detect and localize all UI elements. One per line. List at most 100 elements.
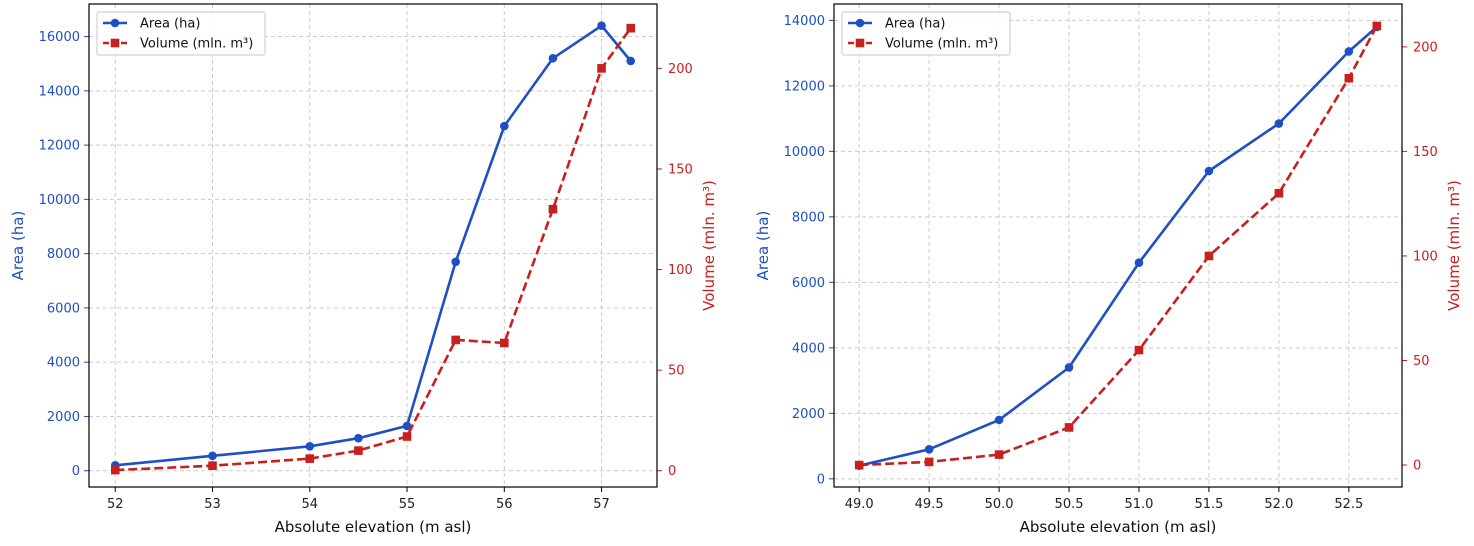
area-point bbox=[1274, 119, 1284, 128]
area-point bbox=[994, 415, 1004, 425]
y-left-axis-label: Area (ha) bbox=[754, 211, 772, 281]
volume-point bbox=[208, 461, 217, 470]
area-series bbox=[854, 22, 1382, 471]
y-left-tick-label: 6000 bbox=[792, 276, 825, 291]
volume-point bbox=[1204, 251, 1214, 261]
volume-point bbox=[924, 457, 934, 467]
volume-point bbox=[1344, 73, 1354, 83]
y-right-tick-label: 100 bbox=[1413, 249, 1438, 264]
legend-area-label: Area (ha) bbox=[140, 17, 200, 32]
x-tick-label: 55 bbox=[399, 497, 416, 512]
y-right-tick-label: 150 bbox=[668, 162, 693, 177]
area-point bbox=[402, 421, 412, 431]
legend-volume-marker bbox=[855, 38, 865, 48]
legend-box bbox=[96, 11, 266, 56]
area-point bbox=[500, 121, 509, 131]
y-left-tick-label: 8000 bbox=[47, 247, 80, 262]
x-axis-label: Absolute elevation (m asl) bbox=[1020, 518, 1217, 536]
volume-point bbox=[305, 454, 315, 463]
x-tick-label: 52.5 bbox=[1334, 497, 1363, 512]
volume-series bbox=[854, 21, 1382, 470]
grid bbox=[89, 4, 657, 487]
y-right-tick-label: 200 bbox=[1413, 40, 1438, 55]
x-tick-label: 51.5 bbox=[1194, 497, 1223, 512]
y-left-tick-label: 0 bbox=[817, 472, 825, 487]
y-left-tick-label: 0 bbox=[72, 464, 80, 479]
area-point bbox=[305, 441, 315, 451]
x-tick-label: 52 bbox=[107, 497, 124, 512]
area-point bbox=[208, 451, 217, 461]
volume-point bbox=[354, 446, 363, 455]
volume-point bbox=[500, 338, 509, 348]
area-point bbox=[1204, 166, 1214, 176]
y-left-tick-label: 10000 bbox=[39, 193, 80, 208]
volume-point bbox=[451, 335, 460, 345]
area-point bbox=[354, 433, 363, 443]
volume-line bbox=[115, 27, 632, 472]
y-left-tick-label: 16000 bbox=[39, 30, 80, 45]
area-line bbox=[858, 25, 1378, 467]
x-tick-label: 53 bbox=[204, 497, 221, 512]
x-tick-label: 50.5 bbox=[1055, 497, 1084, 512]
y-right-tick-label: 150 bbox=[1413, 145, 1438, 160]
volume-point bbox=[548, 204, 558, 214]
volume-point bbox=[994, 450, 1004, 459]
volume-point bbox=[854, 460, 864, 470]
volume-point bbox=[626, 23, 636, 33]
y-right-tick-label: 200 bbox=[668, 62, 693, 77]
area-point bbox=[1344, 47, 1354, 56]
y-left-tick-label: 8000 bbox=[792, 210, 825, 225]
x-tick-label: 50.0 bbox=[985, 497, 1014, 512]
y-left-tick-label: 4000 bbox=[792, 341, 825, 356]
legend-area-marker bbox=[855, 18, 865, 28]
legend-volume-label: Volume (mln. m³) bbox=[885, 37, 998, 52]
legend-volume-marker bbox=[110, 38, 120, 48]
y-right-axis-label: Volume (mln. m³) bbox=[1445, 180, 1463, 311]
x-tick-label: 57 bbox=[593, 497, 610, 512]
area-point bbox=[548, 53, 558, 63]
y-left-tick-label: 4000 bbox=[47, 356, 80, 371]
y-right-tick-label: 50 bbox=[1413, 354, 1430, 369]
volume-series bbox=[110, 23, 636, 475]
area-point bbox=[597, 21, 606, 31]
volume-line bbox=[859, 25, 1378, 467]
legend-area-marker bbox=[110, 18, 120, 28]
legend-area-label: Area (ha) bbox=[885, 17, 945, 32]
y-left-tick-label: 12000 bbox=[39, 139, 80, 154]
volume-point bbox=[1274, 188, 1284, 198]
legend-box bbox=[841, 11, 1011, 56]
grid bbox=[834, 4, 1402, 487]
y-left-tick-label: 10000 bbox=[784, 145, 825, 160]
legend: Area (ha) Volume (mln. m³) bbox=[841, 11, 1011, 56]
volume-point bbox=[597, 64, 606, 73]
x-tick-label: 49.5 bbox=[915, 497, 944, 512]
area-line bbox=[115, 24, 632, 467]
volume-point bbox=[1134, 345, 1144, 355]
y-right-tick-label: 0 bbox=[1413, 459, 1421, 474]
x-axis-label: Absolute elevation (m asl) bbox=[275, 518, 472, 536]
chart-2: 49.0 49.5 50.0 50.5 51.0 51.5 52.0 52.502000400… bbox=[754, 3, 1463, 536]
area-series bbox=[110, 21, 636, 470]
y-left-tick-label: 2000 bbox=[792, 407, 825, 422]
plot-frame bbox=[833, 3, 1403, 488]
area-point bbox=[626, 56, 636, 66]
area-point bbox=[451, 257, 460, 267]
volume-point bbox=[1064, 423, 1074, 432]
volume-point bbox=[110, 465, 120, 475]
y-left-tick-label: 2000 bbox=[47, 410, 80, 425]
chart-1: 52 53 54 55 56 570200040006000800010000120001… bbox=[9, 3, 718, 536]
y-left-tick-label: 14000 bbox=[784, 14, 825, 29]
volume-point bbox=[402, 432, 412, 441]
x-tick-label: 51.0 bbox=[1125, 497, 1154, 512]
area-point bbox=[1064, 363, 1074, 372]
y-left-tick-label: 6000 bbox=[47, 301, 80, 316]
x-tick-label: 49.0 bbox=[845, 497, 874, 512]
legend: Area (ha) Volume (mln. m³) bbox=[96, 11, 266, 56]
y-right-axis-label: Volume (mln. m³) bbox=[700, 180, 718, 311]
plot-frame bbox=[88, 3, 658, 488]
y-left-tick-label: 12000 bbox=[784, 79, 825, 94]
legend-volume-label: Volume (mln. m³) bbox=[140, 37, 253, 52]
y-left-axis-label: Area (ha) bbox=[9, 211, 27, 281]
y-right-tick-label: 100 bbox=[668, 263, 693, 278]
